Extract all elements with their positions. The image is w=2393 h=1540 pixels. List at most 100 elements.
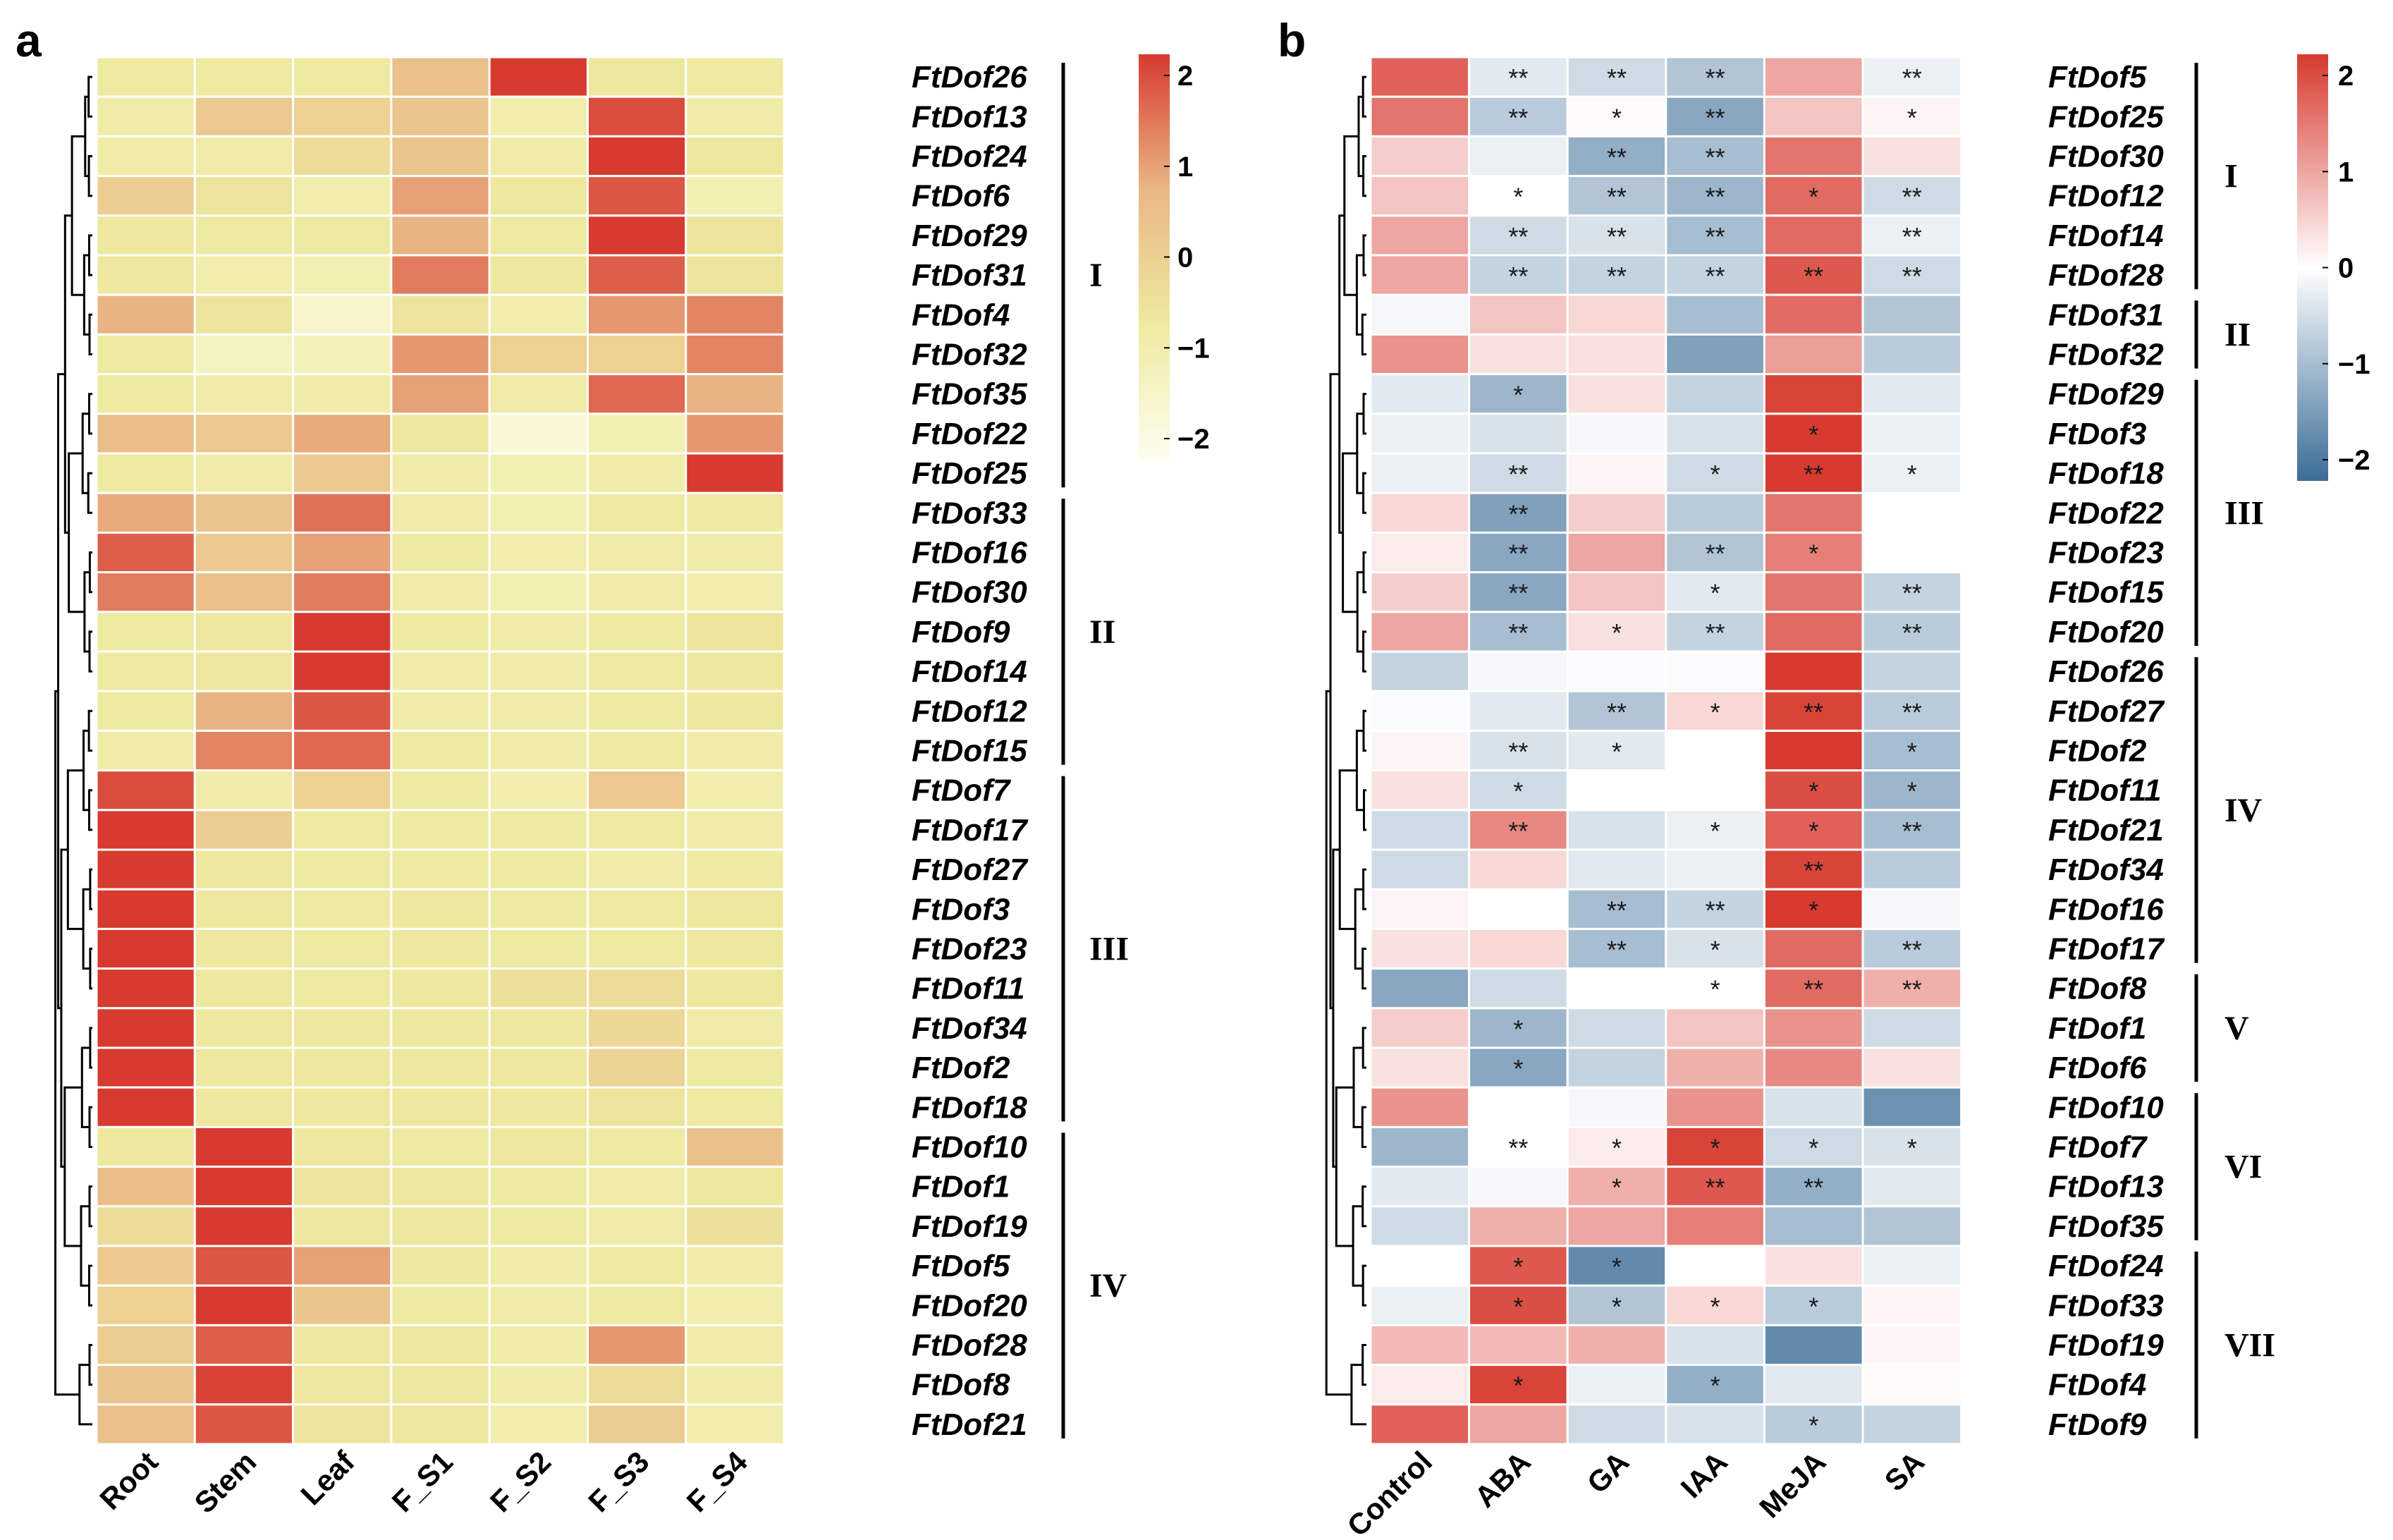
- heatmap-cell: [685, 1403, 785, 1446]
- heatmap-cell: [95, 571, 196, 613]
- significance-mark: *: [1513, 183, 1523, 212]
- significance-mark: **: [1607, 143, 1627, 172]
- heatmap-cell: [95, 1324, 196, 1367]
- heatmap-cell: [1665, 254, 1765, 296]
- heatmap-cell: [1763, 293, 1864, 336]
- group-label: VI: [2224, 1149, 2262, 1186]
- significance-mark: *: [1513, 777, 1523, 806]
- significance-mark: *: [1710, 1292, 1720, 1321]
- heatmap-cell: [1861, 531, 1963, 574]
- heatmap-cell: [292, 491, 393, 534]
- gene-label: FtDof26: [2048, 654, 2164, 689]
- heatmap-cell: [292, 650, 393, 692]
- heatmap-cell: [685, 254, 785, 296]
- dendrogram-branch: [1361, 75, 1366, 118]
- group-label: I: [2224, 158, 2238, 195]
- heatmap-cell: [1369, 1364, 1471, 1406]
- heatmap-cell: [1468, 1324, 1569, 1367]
- dendrogram-branch: [1362, 551, 1366, 594]
- significance-mark: **: [1508, 817, 1528, 845]
- heatmap-cell: [685, 1245, 785, 1287]
- gene-label: FtDof13: [2048, 1170, 2164, 1204]
- heatmap-cell: [390, 333, 491, 376]
- significance-mark: **: [1706, 539, 1725, 568]
- heatmap-cell: [292, 1403, 393, 1446]
- column-label: GA: [1581, 1445, 1636, 1500]
- heatmap-cell: [1861, 848, 1963, 891]
- heatmap-cell: [1468, 729, 1569, 772]
- heatmap-cell: [95, 690, 196, 732]
- heatmap-cell: [587, 333, 687, 376]
- heatmap-cell: [1369, 214, 1471, 257]
- gene-label: FtDof18: [912, 1090, 1027, 1125]
- dendrogram-branch: [89, 868, 92, 910]
- group-label: V: [2224, 1010, 2249, 1047]
- heatmap-cell: [685, 1205, 785, 1247]
- heatmap-cell: [390, 650, 491, 692]
- dendrogram-branch: [1352, 1205, 1364, 1287]
- heatmap-cell: [685, 571, 785, 613]
- heatmap-cell: [1861, 888, 1963, 930]
- significance-mark: *: [1710, 1371, 1720, 1400]
- heatmap-cell: [292, 1245, 393, 1287]
- heatmap-cell: [587, 611, 687, 653]
- gene-label: FtDof4: [912, 298, 1010, 332]
- heatmap-cell: [1468, 848, 1569, 891]
- heatmap-cell: [390, 1166, 491, 1208]
- heatmap-cell: [488, 452, 589, 494]
- heatmap-cell: [390, 1205, 491, 1247]
- heatmap-cell: [1369, 56, 1471, 98]
- heatmap-cell: [95, 927, 196, 970]
- heatmap-cell: [488, 1403, 589, 1446]
- heatmap-cell: [1665, 1046, 1765, 1089]
- heatmap-cell: [488, 1205, 589, 1247]
- heatmap-cell: [1665, 1007, 1765, 1049]
- gene-label: FtDof23: [2048, 536, 2164, 570]
- gene-label: FtDof12: [2048, 179, 2164, 214]
- gene-label: FtDof14: [2048, 219, 2164, 253]
- heatmap-cell: [292, 135, 393, 178]
- heatmap-cell: [685, 1364, 785, 1406]
- heatmap-cell: [193, 56, 295, 98]
- heatmap-cell: [1665, 452, 1765, 494]
- heatmap-cell: [587, 1046, 687, 1089]
- gene-label: FtDof33: [2048, 1288, 2164, 1323]
- heatmap-cell: [1665, 214, 1765, 257]
- heatmap-cell: [1861, 293, 1963, 336]
- colorbar-tick-label: 0: [2338, 253, 2354, 284]
- significance-mark: **: [1902, 697, 1922, 726]
- heatmap-cell: [390, 412, 491, 455]
- column-label: Stem: [188, 1445, 263, 1520]
- heatmap-cell: [1763, 95, 1864, 138]
- heatmap-cell: [390, 531, 491, 574]
- heatmap-cell: [1468, 650, 1569, 692]
- dendrogram-branch: [1361, 1344, 1366, 1386]
- heatmap-cell: [1468, 1086, 1569, 1128]
- group-label: I: [1089, 257, 1103, 294]
- heatmap-cell: [685, 1166, 785, 1208]
- heatmap-cell: [1665, 967, 1765, 1010]
- heatmap-cell: [95, 214, 196, 257]
- heatmap-panel-b: ** ** ** **** * ** *** *** ** ** * **** ** ** **** ** **…: [1325, 54, 2370, 1540]
- heatmap-cell: [685, 611, 785, 653]
- heatmap-cell: [390, 1007, 491, 1049]
- heatmap-cell: [1763, 848, 1864, 891]
- heatmap-cell: [1566, 373, 1667, 415]
- dendrogram-branch: [88, 393, 92, 435]
- heatmap-cell: [292, 214, 393, 257]
- heatmap-cell: [292, 1007, 393, 1049]
- heatmap-cell: [95, 729, 196, 772]
- heatmap-cell: [95, 254, 196, 296]
- significance-mark: **: [1902, 975, 1922, 1004]
- gene-label: FtDof8: [2048, 972, 2147, 1006]
- dendrogram-branch: [1362, 709, 1366, 752]
- heatmap-cell: [1665, 650, 1765, 692]
- heatmap-cell: [1369, 1403, 1471, 1446]
- heatmap-cell: [587, 491, 687, 534]
- panel-letter-a: a: [16, 14, 42, 66]
- significance-mark: **: [1902, 262, 1922, 291]
- heatmap-cell: [685, 293, 785, 336]
- heatmap-cell: [292, 1205, 393, 1247]
- gene-label: FtDof28: [912, 1328, 1027, 1363]
